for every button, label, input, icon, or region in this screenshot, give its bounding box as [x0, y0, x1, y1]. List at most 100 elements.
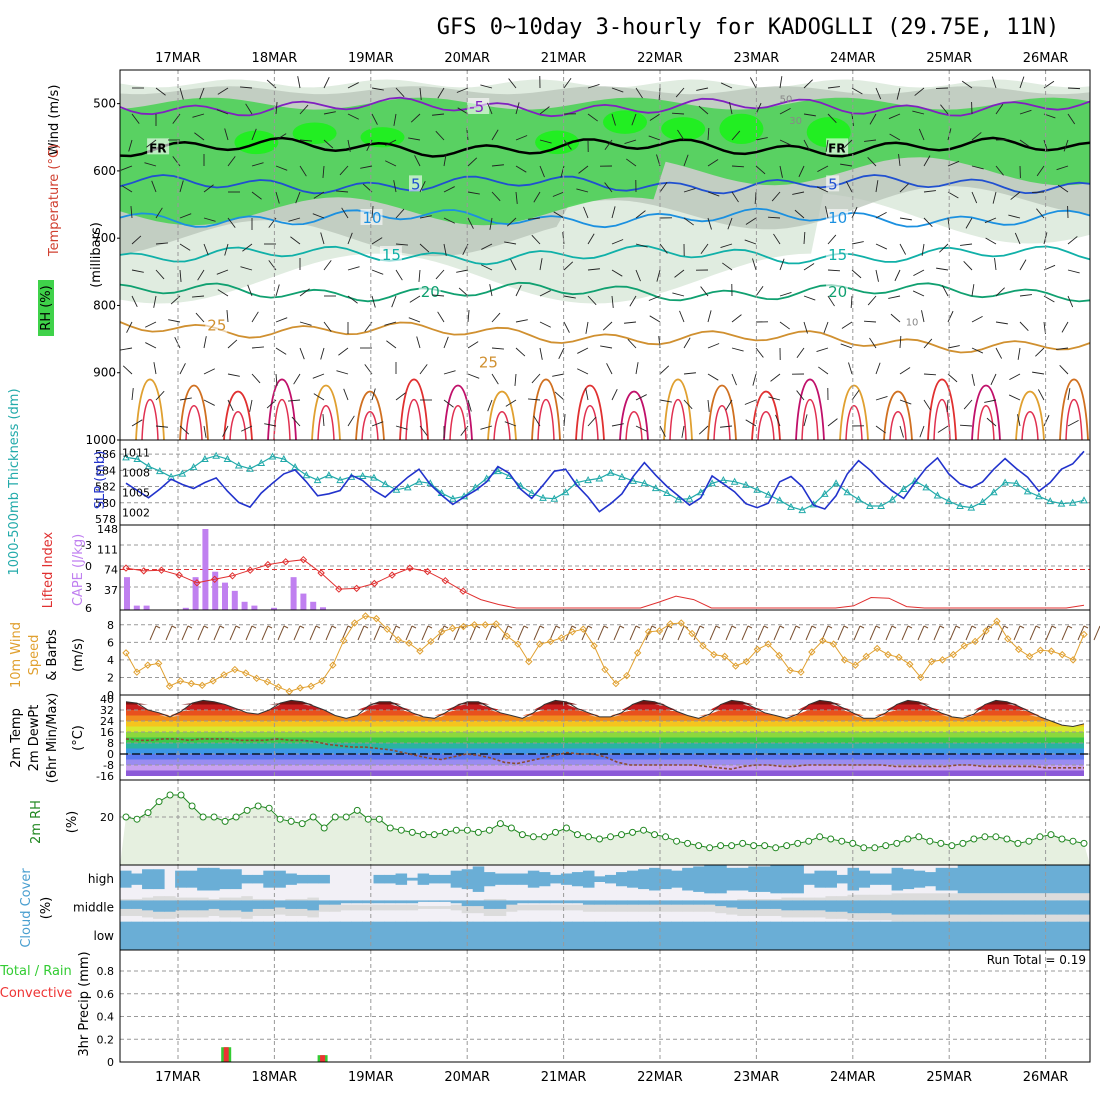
cloud-cell — [660, 922, 672, 950]
cloud-cell-mid — [351, 900, 363, 903]
cloud-cell — [285, 922, 297, 950]
rh-marker — [762, 843, 768, 849]
date-label-top: 26MAR — [1023, 51, 1069, 66]
cloud-cell-mid — [550, 900, 562, 903]
cloud-cell-mid — [914, 900, 926, 914]
slp-tick-label: 1008 — [122, 467, 150, 480]
isotherm-label: 25 — [479, 354, 498, 372]
cloud-cell-mid — [307, 900, 319, 910]
rh-marker — [244, 807, 250, 813]
rh-marker — [641, 827, 647, 833]
cloud-cell-mid — [1024, 900, 1036, 914]
cloud-cell-mid — [219, 900, 231, 910]
date-label-bottom: 19MAR — [348, 1070, 394, 1085]
cloud-cell — [1057, 865, 1069, 893]
cloud-cell-mid — [164, 900, 176, 911]
lifted-tick-label: 0 — [85, 560, 92, 573]
rh-marker — [552, 829, 558, 835]
cloud-cell-mid — [175, 900, 187, 910]
cloud-cell — [660, 869, 672, 889]
precip-tick-label: 0.2 — [97, 1033, 115, 1046]
rh-marker — [145, 810, 151, 816]
cloud-cell — [958, 922, 970, 950]
label-precip-total: Total / Rain — [0, 964, 72, 979]
cloud-cell-mid — [627, 900, 639, 904]
cape-bar — [242, 602, 248, 610]
isotherm-label: 15 — [828, 246, 847, 264]
cloud-cell — [1002, 865, 1014, 893]
cloud-cell — [781, 865, 793, 893]
rh-marker — [674, 838, 680, 844]
temp-color-band — [126, 771, 1084, 777]
cloud-cell-mid — [241, 900, 253, 911]
rh-marker — [960, 840, 966, 846]
cloud-cell — [583, 871, 595, 888]
rh-marker — [233, 814, 239, 820]
cloud-cell — [682, 868, 694, 891]
cloud-cell — [484, 922, 496, 950]
rh-marker — [1081, 840, 1087, 846]
cloud-cell — [473, 922, 485, 950]
cloud-cell — [252, 875, 264, 884]
wind-barb-10m — [1094, 626, 1100, 640]
cloud-cell — [715, 865, 727, 893]
cloud-cell-mid — [671, 900, 683, 904]
cloud-cell — [440, 906, 452, 909]
label-lifted: Lifted Index — [41, 531, 56, 608]
isotherm-label: 15 — [382, 246, 401, 264]
cloud-cell — [836, 922, 848, 950]
cloud-cell — [164, 922, 176, 950]
cloud-cell — [506, 874, 518, 885]
rh-marker — [663, 834, 669, 840]
cloud-cell-mid — [252, 900, 264, 909]
run-total-label: Run Total = 0.19 — [987, 953, 1086, 967]
rh-marker — [608, 834, 614, 840]
rh-marker — [850, 840, 856, 846]
cloud-cell — [374, 875, 386, 884]
rh-marker — [938, 840, 944, 846]
isotherm-label: 20 — [421, 283, 440, 301]
slp-tick-label: 1005 — [122, 486, 150, 499]
cloud-cell — [594, 876, 606, 882]
cloud-cell-mid — [142, 900, 154, 910]
cloud-cell — [197, 868, 209, 891]
cloud-cell — [285, 874, 297, 885]
cloud-cell — [561, 874, 573, 885]
rh-marker — [475, 829, 481, 835]
rh-marker — [971, 836, 977, 842]
cloud-cell-mid — [263, 900, 275, 909]
cloud-cell — [583, 922, 595, 950]
cloud-cell — [396, 905, 408, 911]
isotherm-label: 20 — [828, 283, 847, 301]
cloud-cell — [881, 874, 893, 885]
date-label-bottom: 24MAR — [830, 1070, 876, 1085]
cloud-cell — [903, 869, 915, 889]
cloud-row-label: low — [94, 929, 115, 943]
pressure-tick-label: 800 — [93, 298, 116, 312]
cloud-cell — [175, 922, 187, 950]
cape-bar — [144, 606, 150, 610]
date-label-top: 17MAR — [155, 51, 201, 66]
date-label-bottom: 23MAR — [734, 1070, 780, 1085]
panel-background — [120, 950, 1090, 1062]
label-cloud-pct: (%) — [39, 897, 54, 920]
cloud-cell-mid — [693, 900, 705, 904]
label-wind-ms-2: (m/s) — [71, 638, 86, 672]
cloud-cell-mid — [340, 900, 352, 903]
cloud-cell-mid — [660, 900, 672, 904]
cloud-cell — [517, 922, 529, 950]
temp-color-band — [126, 760, 1084, 766]
isotherm-label: 5 — [411, 175, 421, 193]
cloud-cell — [451, 871, 463, 888]
lifted-tick-label: 6 — [85, 602, 92, 615]
rh-marker — [321, 825, 327, 831]
cloud-cell — [649, 868, 661, 891]
cloud-cell — [1046, 865, 1058, 893]
rh-tick-label: 20 — [100, 811, 114, 824]
cloud-cell-mid — [947, 900, 959, 914]
cloud-cell — [385, 922, 397, 950]
rh-marker — [817, 834, 823, 840]
